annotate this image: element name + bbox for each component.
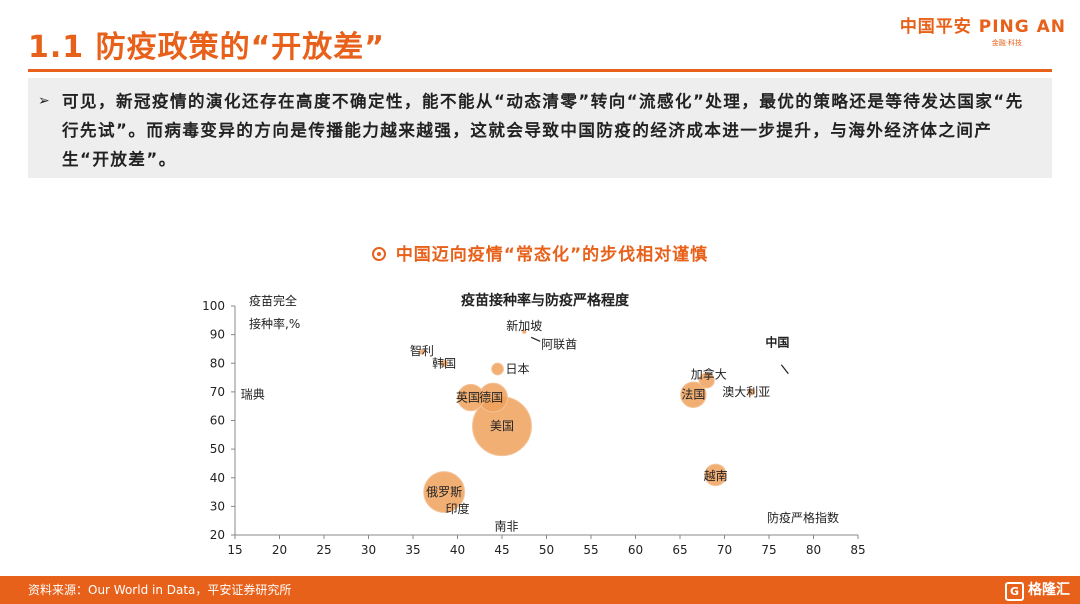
x-tick-label: 50 xyxy=(539,543,554,557)
point-label: 英国 xyxy=(456,391,480,405)
bubble xyxy=(680,381,707,408)
summary-text: 可见，新冠疫情的演化还存在高度不确定性，能不能从“动态清零”转向“流感化”处理，… xyxy=(62,92,1024,169)
watermark-text: 格隆汇 xyxy=(1028,582,1070,598)
y-tick-label: 30 xyxy=(210,499,225,513)
watermark: G 格隆汇 xyxy=(1005,576,1070,604)
y-tick-label: 80 xyxy=(210,356,225,370)
x-tick-label: 15 xyxy=(227,543,242,557)
logo-wordmark: 中国平安 PING AN xyxy=(899,17,1066,37)
y-axis-label-line-1: 疫苗完全 xyxy=(249,293,297,308)
bubble xyxy=(457,383,485,412)
y-tick-label: 70 xyxy=(210,385,225,399)
y-tick-label: 50 xyxy=(210,442,225,456)
x-tick-label: 60 xyxy=(628,543,643,557)
chart-heading-text: 中国迈向疫情“常态化”的步伐相对谨慎 xyxy=(395,245,709,265)
bubble xyxy=(418,348,425,355)
y-tick-label: 90 xyxy=(210,328,225,342)
point-label: 印度 xyxy=(445,501,469,516)
point-label: 新加坡 xyxy=(506,318,542,333)
x-tick-label: 85 xyxy=(850,543,865,557)
point-label: 智利 xyxy=(410,343,434,358)
x-tick-label: 40 xyxy=(450,543,465,557)
leader-line xyxy=(780,364,789,375)
point-label: 阿联酋 xyxy=(541,336,577,351)
y-tick-label: 60 xyxy=(210,414,225,428)
logo-tagline: 金融·科技 xyxy=(991,39,1022,47)
y-axis-label-line-2: 接种率,% xyxy=(249,316,300,331)
x-tick-label: 80 xyxy=(806,543,821,557)
x-tick-label: 35 xyxy=(405,543,420,557)
x-tick-label: 55 xyxy=(583,543,598,557)
bubble xyxy=(491,362,504,376)
chart-title: 疫苗接种率与防疫严格程度 xyxy=(461,292,630,309)
leader-line xyxy=(530,336,541,342)
title-divider xyxy=(28,69,1052,72)
bullet-arrow-icon: ➢ xyxy=(38,93,52,109)
chart-heading: 中国迈向疫情“常态化”的步伐相对谨慎 xyxy=(0,240,1080,265)
point-label: 日本 xyxy=(506,362,530,376)
company-logo: 中国平安 PING AN 金融·科技 xyxy=(900,12,1066,48)
y-tick-label: 20 xyxy=(210,528,225,542)
bubble-layer xyxy=(418,329,756,513)
bubble xyxy=(698,372,715,389)
point-label: 法国 xyxy=(681,388,705,402)
point-label: 越南 xyxy=(704,468,728,483)
point-label: 加拿大 xyxy=(691,366,727,381)
summary-box: ➢ 可见，新冠疫情的演化还存在高度不确定性，能不能从“动态清零”转向“流感化”处… xyxy=(28,78,1052,178)
point-label: 美国 xyxy=(490,419,514,433)
x-tick-label: 75 xyxy=(761,543,776,557)
point-label: 中国 xyxy=(765,335,789,350)
point-label: 韩国 xyxy=(432,355,456,370)
y-tick-label: 100 xyxy=(202,299,225,313)
x-tick-label: 45 xyxy=(494,543,509,557)
footer-bar: 资料来源：Our World in Data，平安证券研究所 G 格隆汇 xyxy=(0,576,1080,604)
y-tick-label: 40 xyxy=(210,471,225,485)
x-tick-label: 20 xyxy=(272,543,287,557)
point-label: 俄罗斯 xyxy=(426,485,462,499)
watermark-logo-icon: G xyxy=(1005,582,1024,601)
bubble xyxy=(704,463,727,487)
point-label: 南非 xyxy=(494,518,518,533)
bubble xyxy=(440,359,449,368)
bubble xyxy=(747,387,756,396)
point-label: 澳大利亚 xyxy=(722,385,770,399)
x-tick-label: 65 xyxy=(672,543,687,557)
target-ring-icon xyxy=(371,247,386,261)
page-title: 1.1 防疫政策的“开放差” xyxy=(28,30,386,65)
bubble xyxy=(423,471,466,513)
point-label: 德国 xyxy=(479,390,503,405)
x-tick-label: 25 xyxy=(316,543,331,557)
x-axis-label: 防疫严格指数 xyxy=(767,510,839,525)
bubble xyxy=(521,329,527,335)
x-tick-label: 30 xyxy=(361,543,376,557)
point-label: 瑞典 xyxy=(241,388,265,402)
source-note: 资料来源：Our World in Data，平安证券研究所 xyxy=(28,583,292,597)
x-tick-label: 70 xyxy=(717,543,732,557)
